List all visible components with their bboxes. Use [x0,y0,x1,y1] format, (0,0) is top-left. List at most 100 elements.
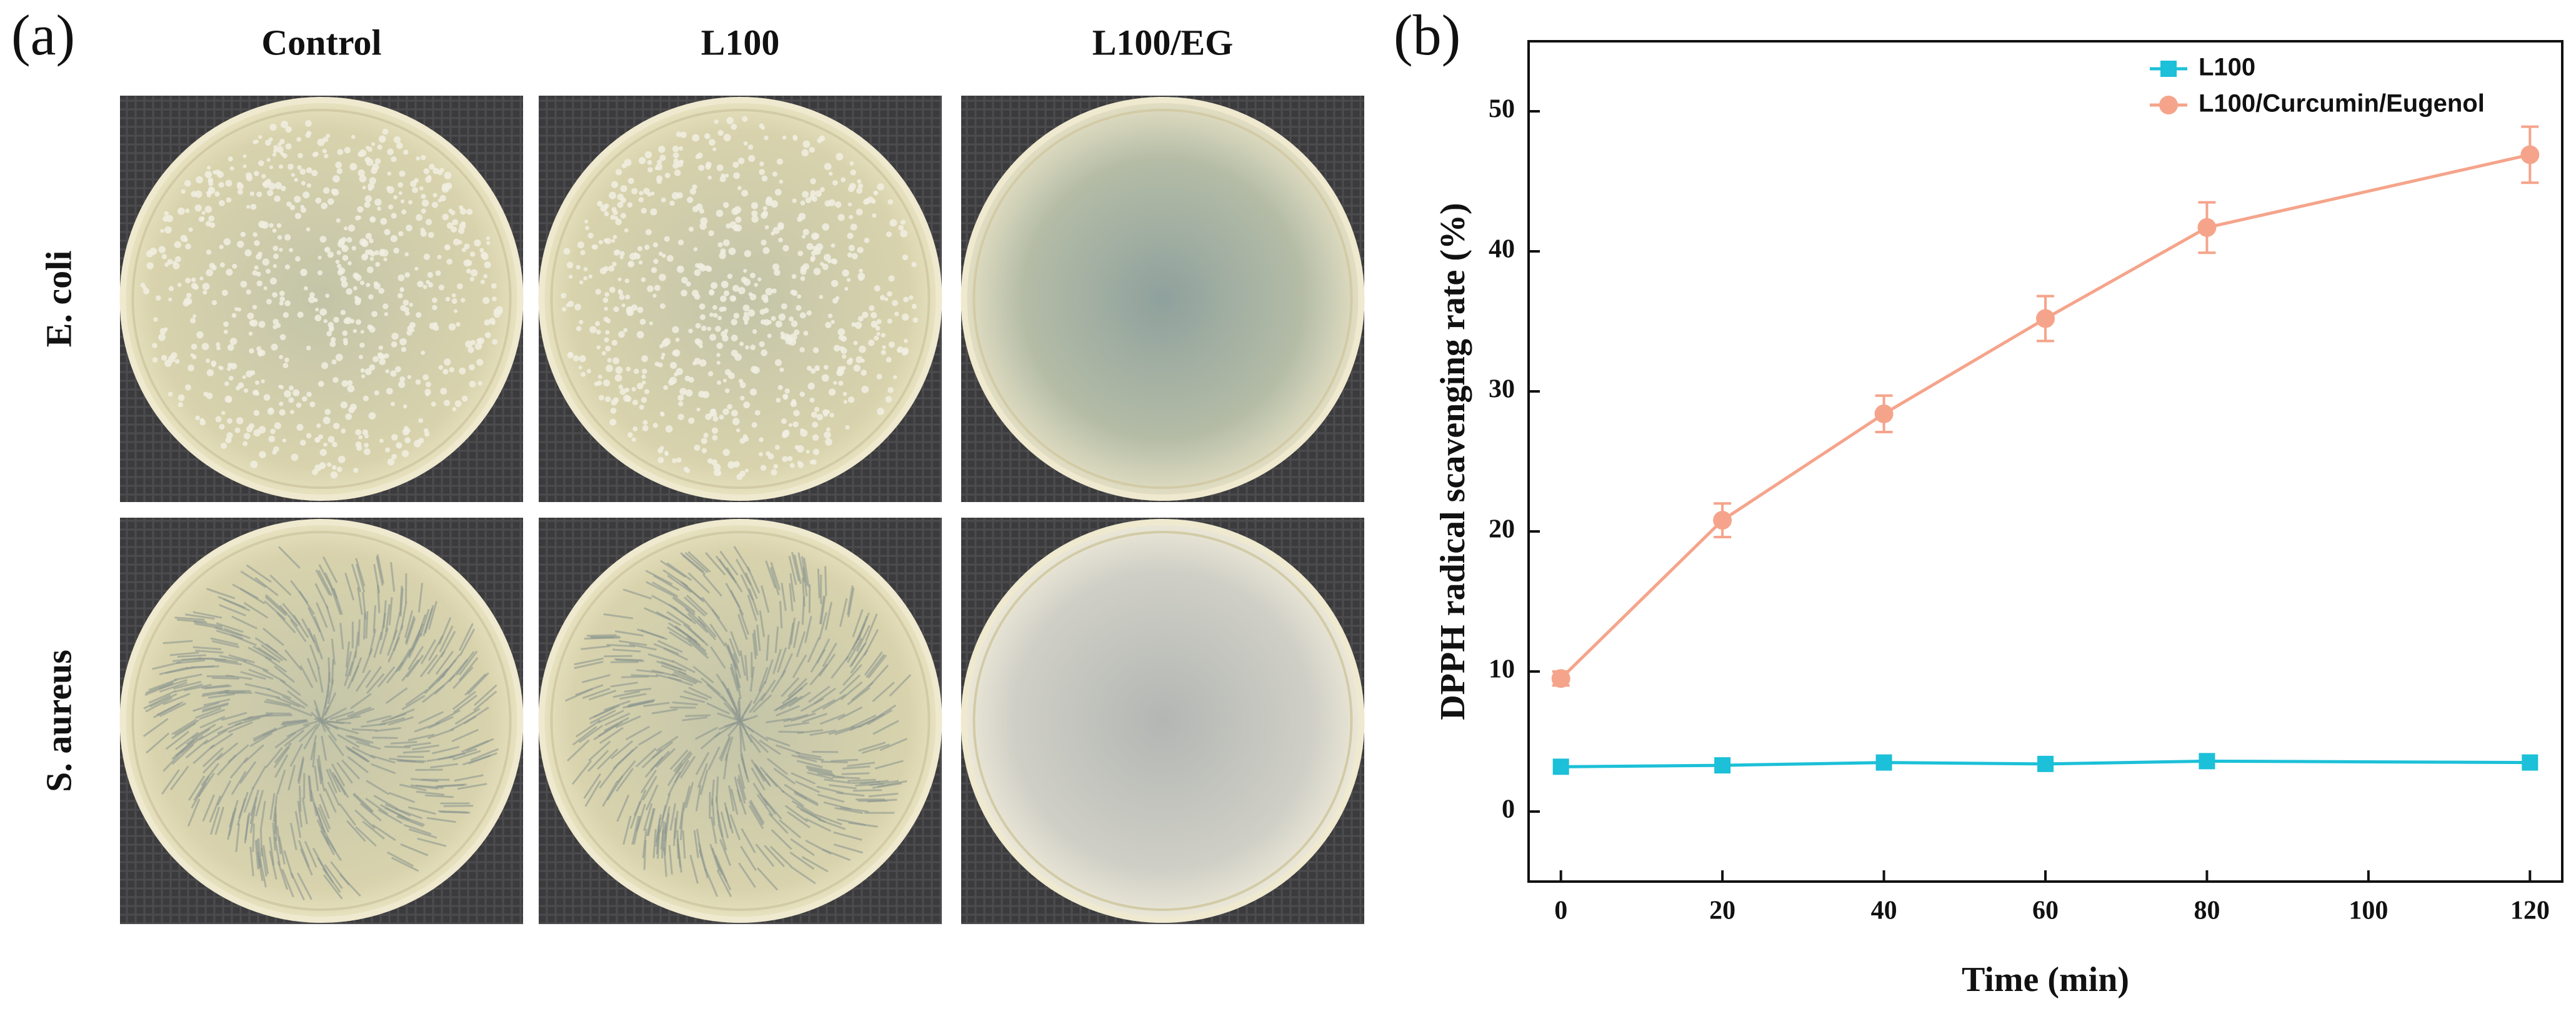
streak [622,588,652,600]
streak [685,782,694,808]
streak [572,726,597,746]
streak [451,728,479,743]
streak [796,805,821,821]
colony [696,339,703,346]
colony [422,374,429,381]
streak [308,775,313,802]
streak [850,714,877,728]
colony [185,208,190,213]
colony [819,294,824,299]
colony [779,367,784,373]
streak [784,783,807,800]
colony [359,149,367,157]
marker [2036,309,2055,328]
colony [325,293,330,298]
streak [269,850,277,880]
streak [454,774,484,782]
colony [315,308,319,312]
colony [902,254,909,261]
streak [866,653,885,678]
colony [340,276,347,283]
colony [207,166,211,170]
colony [606,365,613,372]
colony [234,427,241,433]
streak [871,704,897,722]
colony [848,357,854,363]
streak [145,681,174,694]
streak [644,607,671,621]
streak [759,739,781,755]
colony [454,400,462,408]
colony [464,243,470,249]
streak [739,726,746,752]
colony [451,298,457,304]
colony [196,176,203,184]
colony [814,406,820,413]
colony [761,175,768,182]
streak [336,762,353,784]
colony [832,258,838,265]
colony [372,163,379,171]
streak [868,792,899,798]
streak [773,768,796,785]
streak [669,631,693,647]
colony [825,438,832,446]
colony [429,163,435,170]
colony [727,404,732,410]
streak [176,659,206,664]
colony [749,273,756,279]
streak [852,609,864,638]
streak [842,765,871,770]
colony [903,296,909,303]
streak [661,661,687,672]
colony [223,329,228,334]
colony [301,396,307,402]
streak [818,653,836,677]
colony [226,197,232,203]
colony [404,252,409,256]
colony [346,237,352,243]
streak [846,637,863,663]
streak [171,743,194,765]
colony [306,131,312,136]
streak [738,700,753,723]
colony [722,202,729,208]
streak [316,857,334,883]
colony [694,263,700,268]
colony [810,368,816,374]
colony [802,263,809,270]
colony [647,159,652,165]
colony [431,401,436,407]
colony [237,240,244,248]
colony [711,282,718,289]
streak [405,618,416,645]
colony [731,410,738,417]
colony [383,257,387,262]
colony [639,318,646,325]
colony [206,358,210,363]
colony [224,395,232,403]
colony [722,334,729,342]
colony [216,346,221,351]
colony [384,353,389,359]
colony [399,287,404,293]
colony [237,189,243,195]
colony [626,366,631,372]
streak [377,666,396,688]
streak [775,744,801,755]
colony [296,136,302,142]
colony [279,248,283,252]
colony [784,388,790,394]
streak [672,606,696,625]
colony [393,248,399,254]
colony [359,280,365,286]
colony [799,391,805,397]
streak [385,687,408,705]
streak [839,674,861,695]
colony [418,418,424,423]
colony [278,385,282,389]
streak [733,715,754,733]
colony [841,347,847,355]
colony [226,268,233,276]
colony [435,270,441,276]
